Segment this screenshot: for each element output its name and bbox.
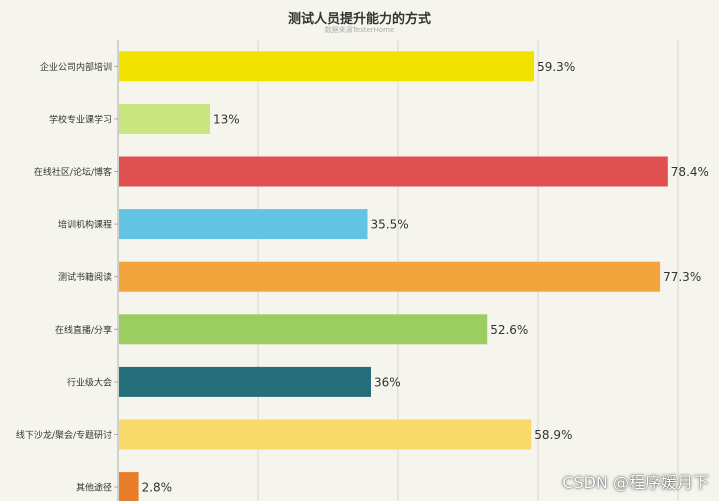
value-label: 52.6% [490, 323, 528, 337]
chart-title: 测试人员提升能力的方式 [287, 12, 431, 27]
value-label: 59.3% [537, 60, 575, 74]
category-label: 学校专业课学习 [49, 113, 112, 125]
value-label: 77.3% [663, 270, 701, 284]
bar [119, 51, 535, 82]
category-label: 线下沙龙/聚会/专题研讨 [16, 429, 112, 441]
bar [119, 472, 139, 501]
category-label: 其他途径 [76, 482, 112, 494]
chart-subtitle: 数据来源TesterHome [324, 26, 395, 34]
bar [119, 261, 661, 292]
value-label: 58.9% [534, 428, 572, 442]
value-label: 36% [374, 375, 401, 389]
category-label: 行业级大会 [67, 376, 112, 388]
bar [119, 419, 532, 450]
value-label: 35.5% [371, 218, 409, 232]
category-label: 在线社区/论坛/博客 [34, 166, 112, 178]
bar [119, 156, 668, 187]
category-label: 测试书籍阅读 [58, 271, 112, 283]
category-label: 企业公司内部培训 [40, 61, 112, 73]
value-label: 13% [213, 112, 240, 126]
category-label: 在线直播/分享 [55, 324, 112, 336]
value-label: 2.8% [142, 481, 173, 495]
value-label: 78.4% [671, 165, 709, 179]
bar [119, 103, 210, 134]
bar [119, 366, 371, 397]
category-label: 培训机构课程 [58, 219, 112, 231]
watermark: CSDN @程序媛月下 [562, 473, 709, 492]
bar [119, 314, 488, 345]
bar [119, 209, 368, 240]
